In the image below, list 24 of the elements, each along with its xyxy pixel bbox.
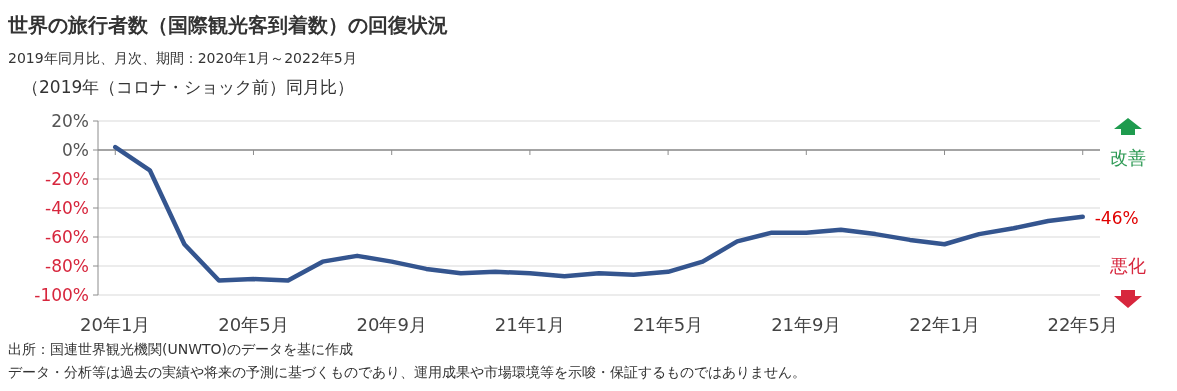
x-tick-label: 20年5月 (218, 314, 289, 335)
chart-title: 世界の旅行者数（国際観光客到着数）の回復状況 (7, 13, 448, 37)
annotation: -46% (1094, 207, 1139, 228)
x-tick-label: 22年5月 (1047, 314, 1118, 335)
x-tick-label: 21年5月 (632, 314, 704, 335)
text: データ・分析等は過去の実績や将来の予測に基づくものであり、運用成果や市場環境等を示唆・保証するものではありません。 (8, 364, 806, 380)
x-tick-label: 22年1月 (909, 314, 980, 335)
text: 改善 (1110, 147, 1146, 168)
x-tick-label: 21年9月 (771, 314, 842, 335)
y-axis-title: （2019年（コロナ・ショック前）同月比） (22, 77, 355, 97)
x-tick-label: 21年1月 (494, 314, 566, 335)
y-tick-label: -100% (34, 285, 89, 305)
y-tick-label: 0% (62, 140, 89, 160)
chart-subtitle: 2019年同月比、月次、期間：2020年1月～2022年5月 (8, 50, 357, 66)
y-tick-label: -60% (45, 227, 89, 247)
text: 出所：国連世界観光機関(UNWTO)のデータを基に作成 (8, 341, 354, 357)
line-series (113, 144, 1085, 283)
y-tick-label: -80% (45, 256, 89, 276)
y-tick-label: -40% (45, 198, 89, 218)
x-tick-label: 20年9月 (356, 314, 427, 335)
text: 悪化 (1109, 255, 1146, 276)
y-tick-label: -20% (45, 169, 89, 189)
y-tick-label: 20% (51, 111, 89, 131)
x-tick-label: 20年1月 (80, 314, 151, 335)
